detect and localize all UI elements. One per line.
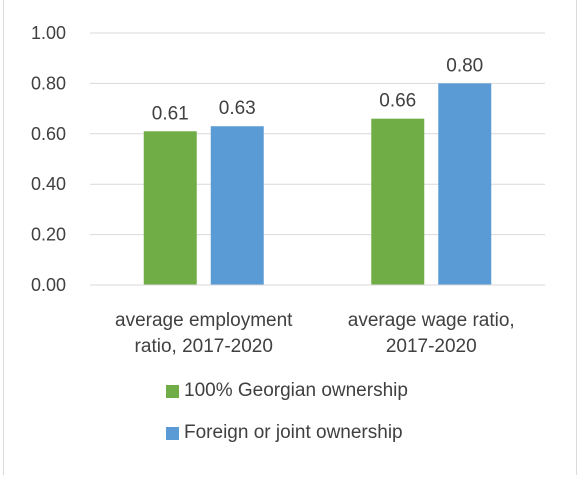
bar-chart: 0.00 0.20 0.40 0.60 0.80 1.00 0.61 0.63 average … (31, 23, 545, 357)
data-label: 0.61 (152, 103, 189, 124)
category-label: 2017-2020 (386, 336, 477, 357)
bar (371, 118, 425, 286)
legend-item-georgian: 100% Georgian ownership (166, 380, 408, 402)
data-label: 0.80 (446, 55, 483, 76)
bar (210, 126, 264, 286)
y-tick-label: 0.60 (31, 124, 66, 144)
y-tick-label: 0.80 (31, 73, 66, 93)
legend-swatch-foreign (166, 426, 179, 440)
bar (438, 83, 492, 286)
data-label: 0.66 (379, 91, 416, 112)
category-label: average wage ratio, (348, 310, 515, 331)
y-tick-label: 0.00 (31, 275, 66, 295)
chart-frame (3, 0, 577, 475)
category-label: average employment (115, 310, 293, 331)
category-label: ratio, 2017-2020 (135, 336, 273, 357)
legend-label-foreign: Foreign or joint ownership (184, 422, 403, 443)
y-tick-label: 1.00 (31, 23, 66, 43)
legend: 100% Georgian ownership Foreign or joint… (166, 380, 408, 464)
y-tick-label: 0.20 (31, 225, 66, 245)
bar (143, 131, 197, 285)
legend-swatch-georgian (166, 384, 179, 398)
y-tick-label: 0.40 (31, 174, 66, 194)
legend-label-georgian: 100% Georgian ownership (184, 380, 408, 401)
data-label: 0.63 (219, 98, 256, 119)
legend-item-foreign: Foreign or joint ownership (166, 422, 408, 444)
